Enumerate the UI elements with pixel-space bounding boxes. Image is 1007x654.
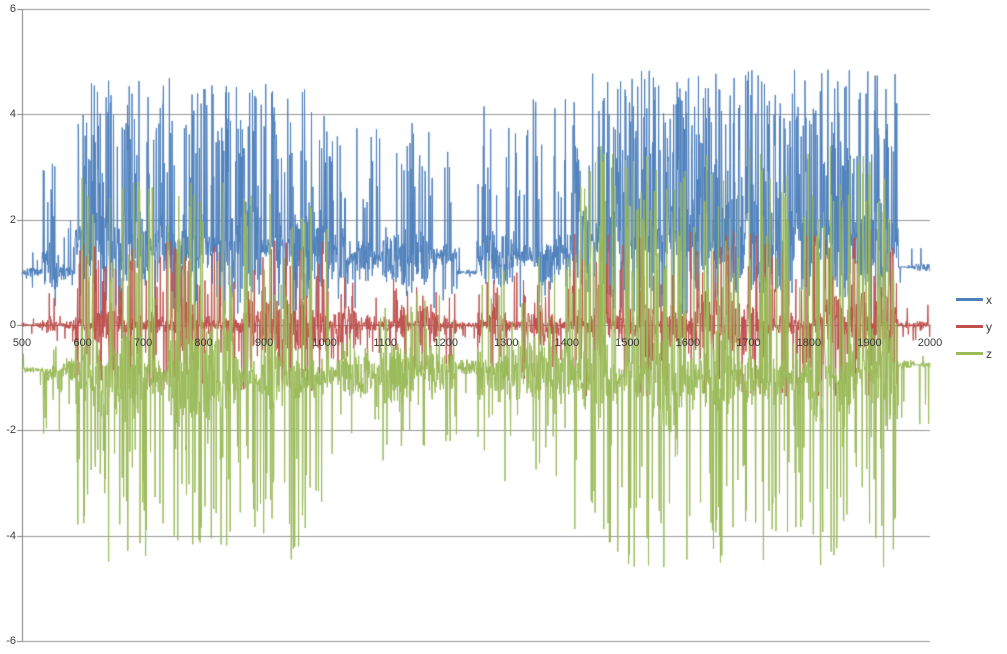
x-tick-label: 1100 [373, 337, 398, 349]
legend-item-x: x [956, 286, 992, 313]
x-tick-label: 800 [194, 337, 213, 349]
x-tick-label: 1200 [433, 337, 458, 349]
y-tick-label: -4 [6, 529, 16, 542]
legend-label: z [986, 346, 992, 361]
x-tick-label: 600 [73, 337, 92, 349]
x-tick-label: 700 [133, 337, 153, 349]
legend-label: y [986, 319, 992, 334]
y-tick-label: 4 [9, 108, 16, 121]
y-tick-label: 6 [9, 3, 16, 15]
x-tick-label: 1300 [494, 337, 519, 349]
legend-item-y: y [956, 313, 992, 340]
x-tick-label: 1600 [675, 337, 701, 349]
x-tick-label: 1800 [796, 337, 822, 349]
legend-swatch-z [956, 352, 983, 355]
legend-swatch-y [956, 325, 983, 328]
x-tick-label: 1000 [312, 337, 337, 349]
y-tick-label: -2 [6, 424, 16, 437]
y-tick-label: 2 [9, 213, 16, 226]
x-tick-label: 1700 [736, 337, 761, 349]
y-tick-label: 0 [9, 319, 16, 331]
x-tick-label: 2000 [917, 337, 943, 349]
x-tick-label: 1400 [554, 337, 580, 349]
x-tick-label: 500 [12, 337, 32, 349]
x-tick-label: 1500 [615, 337, 640, 349]
legend-swatch-x [956, 298, 983, 301]
legend-label: x [986, 292, 992, 307]
x-tick-label: 1900 [857, 337, 882, 349]
y-tick-label: -6 [6, 635, 16, 647]
legend-item-z: z [956, 340, 992, 367]
x-tick-label: 900 [254, 337, 274, 349]
